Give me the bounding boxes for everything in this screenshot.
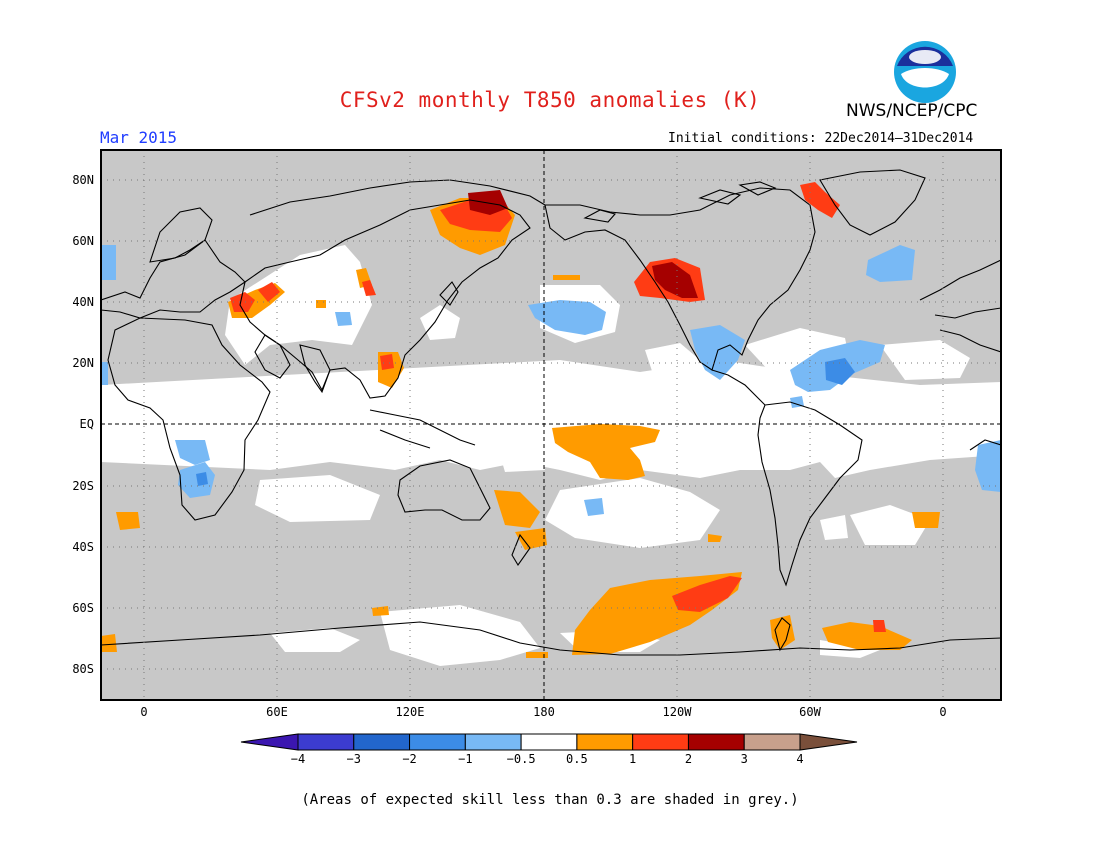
coast-antarctica xyxy=(101,621,1001,656)
coast-africa xyxy=(107,317,271,521)
coast-arctic-islands xyxy=(583,181,777,223)
colorbar-tick-label: 1 xyxy=(629,752,636,766)
colorbar-tick-label: 0.5 xyxy=(566,752,588,766)
lat-label: 60N xyxy=(72,234,94,248)
noaa-logo xyxy=(893,40,957,104)
coast-australia xyxy=(397,459,491,521)
colorbar-tick-label: 3 xyxy=(741,752,748,766)
colorbar-arrow-left xyxy=(240,733,299,751)
colorbar-swatch xyxy=(632,733,689,751)
coast-newzealand xyxy=(511,533,531,567)
lat-label: 80S xyxy=(72,662,94,676)
lon-label: 120W xyxy=(663,705,693,719)
colorbar-tick-label: −1 xyxy=(458,752,472,766)
colorbar-swatch xyxy=(409,733,466,751)
coast-se-asia-islands xyxy=(369,409,476,449)
colorbar-swatch xyxy=(353,733,411,751)
map-title: CFSv2 monthly T850 anomalies (K) xyxy=(339,88,761,112)
agency-label: NWS/NCEP/CPC xyxy=(846,101,978,121)
colorbar-swatch xyxy=(576,733,634,751)
colorbar-tick-label: −3 xyxy=(347,752,361,766)
lat-label: EQ xyxy=(80,417,94,431)
coast-siberia-north xyxy=(249,179,546,216)
colorbar-swatch xyxy=(520,733,578,751)
anomaly-blue-regions xyxy=(196,358,855,486)
coast-arabia-india xyxy=(254,334,331,394)
coast-europe-east xyxy=(919,259,1001,319)
reference-lines xyxy=(101,150,1001,700)
lon-label: 0 xyxy=(140,705,147,719)
colorbar-tick-label: −4 xyxy=(291,752,305,766)
lat-label: 20N xyxy=(72,356,94,370)
initial-conditions-label: Initial conditions: 22Dec2014–31Dec2014 xyxy=(668,131,974,146)
map-frame xyxy=(100,149,1002,701)
colorbar-tick-label: −0.5 xyxy=(507,752,536,766)
lon-label: 0 xyxy=(939,705,946,719)
colorbar-tick-label: 2 xyxy=(685,752,692,766)
coast-central-america xyxy=(711,369,766,406)
colorbar-arrow-right xyxy=(799,733,858,751)
lat-label: 20S xyxy=(72,479,94,493)
skill-footnote: (Areas of expected skill less than 0.3 a… xyxy=(301,792,799,808)
colorbar-tick-label: 4 xyxy=(796,752,803,766)
coast-japan xyxy=(439,281,459,306)
colorbar-swatch xyxy=(297,733,355,751)
lon-label: 60E xyxy=(266,705,288,719)
lon-label: 60W xyxy=(799,705,821,719)
coast-antarctic-peninsula xyxy=(774,617,791,652)
lon-label: 120E xyxy=(396,705,425,719)
colorbar-tick-label: −2 xyxy=(402,752,416,766)
coast-north-america xyxy=(544,187,816,371)
lat-label: 40S xyxy=(72,540,94,554)
lat-label: 60S xyxy=(72,601,94,615)
coast-africa-east xyxy=(969,439,1001,451)
colorbar-swatch xyxy=(687,733,745,751)
lat-axis: 80N 60N 40N 20N EQ 20S 40S 60S 80S xyxy=(72,173,94,676)
graticule xyxy=(101,150,1001,700)
lon-label: 180 xyxy=(533,705,555,719)
lat-label: 80N xyxy=(72,173,94,187)
colorbar-swatch xyxy=(464,733,522,751)
lat-label: 40N xyxy=(72,295,94,309)
coast-africa-west-edge xyxy=(939,329,1001,353)
coast-greenland xyxy=(819,169,926,236)
noaa-logo-icon xyxy=(894,41,956,103)
lon-axis: 0 60E 120E 180 120W 60W 0 xyxy=(140,705,946,719)
colorbar-swatch xyxy=(743,733,801,751)
coast-scandinavia xyxy=(149,207,213,263)
valid-month-label: Mar 2015 xyxy=(100,128,178,147)
coast-south-america xyxy=(757,401,863,587)
coastlines xyxy=(101,169,1001,656)
colorbar: −4 −3 −2 −1 −0.5 0.5 1 2 3 4 xyxy=(240,733,858,766)
map-field xyxy=(101,150,1001,700)
